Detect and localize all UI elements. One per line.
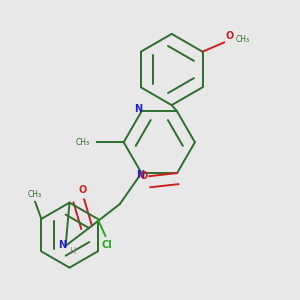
Text: N: N [134,104,142,114]
Text: O: O [140,171,148,181]
Text: H: H [69,247,76,256]
Text: CH₃: CH₃ [76,138,90,147]
Text: N: N [136,169,144,180]
Text: CH₃: CH₃ [236,35,250,44]
Text: N: N [58,240,66,250]
Text: O: O [226,31,234,41]
Text: CH₃: CH₃ [28,190,42,199]
Text: O: O [79,185,87,195]
Text: Cl: Cl [102,240,112,250]
